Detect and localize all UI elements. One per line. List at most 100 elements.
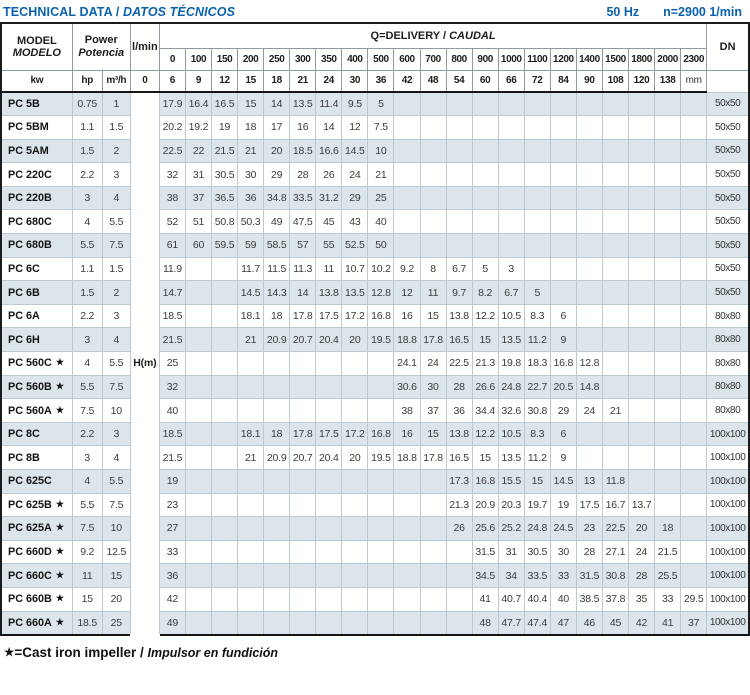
head-value-cell (628, 115, 656, 140)
head-value-cell: 20 (628, 516, 656, 541)
head-value-cell (628, 256, 656, 282)
head-value-cell (419, 162, 447, 187)
table-row: PC 680B 5.5 7.5 61 60 59.5 59 58.5 57 55 52.5 50 50x… (0, 233, 750, 258)
head-value-cell (341, 516, 369, 541)
head-value-cell (419, 586, 447, 612)
model-label: PC 680C (8, 215, 52, 228)
head-value-cell (654, 445, 682, 470)
head-value-cell: 16.8 (367, 421, 395, 447)
title-bar: TECHNICAL DATA / DATOS TÉCNICOS 50 Hz n=… (0, 0, 750, 22)
head-value-cell: 35 (628, 586, 656, 612)
head-value-cell: 34.8 (263, 185, 291, 211)
head-value-cell: 49 (158, 610, 186, 636)
head-value-cell (237, 374, 265, 400)
flow-lmin-header-cell: 500 (367, 47, 395, 71)
head-value-cell: 57 (289, 233, 317, 258)
head-value-cell: 11.2 (523, 327, 551, 353)
model-header-en: MODEL (16, 34, 57, 47)
head-value-cell: 33.5 (289, 185, 317, 211)
head-value-cell (523, 162, 551, 187)
head-value-cell (184, 351, 213, 376)
dn-cell: 50x50 (706, 115, 750, 140)
head-value-cell: 18 (263, 303, 291, 329)
head-value-cell: 17.9 (158, 91, 186, 117)
head-value-cell: 21 (601, 398, 630, 423)
flow-lmin-header-cell: 600 (393, 47, 421, 71)
head-value-cell (628, 469, 656, 494)
head-value-cell: 15 (471, 445, 499, 470)
head-value-cell: 20.9 (263, 327, 291, 353)
head-value-cell: 33 (158, 539, 186, 565)
head-value-cell (549, 280, 577, 305)
power-kw-cell: 3 (71, 185, 103, 211)
head-value-cell: 20.2 (158, 115, 186, 140)
head-value-cell: 30.6 (393, 374, 421, 400)
model-label: PC 5B (8, 98, 40, 111)
flow-m3h-header-cell: 24 (315, 69, 343, 93)
head-value-cell (680, 327, 708, 353)
head-value-cell: 11.2 (523, 445, 551, 470)
head-value-cell: 50.3 (237, 209, 265, 235)
head-value-cell (315, 469, 343, 494)
head-value-cell (184, 303, 213, 329)
head-value-cell (575, 91, 603, 117)
head-value-cell: 20 (341, 327, 369, 353)
head-value-cell (237, 586, 265, 612)
head-value-cell: 6 (549, 421, 577, 447)
model-cell: PC 6B (0, 280, 73, 305)
head-value-cell: 11.8 (601, 469, 630, 494)
head-value-cell: 36 (158, 563, 186, 588)
power-kw-cell: 1.5 (71, 280, 103, 305)
head-value-cell (601, 233, 630, 258)
head-value-cell: 5 (471, 256, 499, 282)
head-value-cell (471, 162, 499, 187)
head-value-cell (497, 233, 525, 258)
head-value-cell (367, 539, 395, 565)
flow-lmin-header-cell: 2300 (680, 47, 708, 71)
dn-cell: 100x100 (706, 516, 750, 541)
head-value-cell (575, 280, 603, 305)
head-value-cell (654, 115, 682, 140)
model-cell: PC 625C (0, 469, 73, 494)
head-value-cell: 59 (237, 233, 265, 258)
head-value-cell: 25.2 (497, 516, 525, 541)
flow-lmin-header-cell: 350 (315, 47, 343, 71)
power-hp-cell: 5.5 (101, 469, 131, 494)
footnote-separator: / (136, 644, 148, 660)
flow-m3h-header-cell: 6 (158, 69, 186, 93)
head-value-cell (680, 185, 708, 211)
head-value-cell: 21.5 (654, 539, 682, 565)
head-value-cell: 30.5 (211, 162, 239, 187)
head-value-cell (315, 351, 343, 376)
head-value-cell (601, 115, 630, 140)
head-value-cell (654, 492, 682, 518)
dn-cell: 100x100 (706, 610, 750, 636)
head-value-cell: 20.7 (289, 445, 317, 470)
head-value-cell: 12.2 (471, 303, 499, 329)
head-value-cell (445, 209, 473, 235)
head-value-cell (680, 421, 708, 447)
head-value-cell (393, 539, 421, 565)
head-value-cell: 13.5 (289, 91, 317, 117)
head-value-cell: 16.4 (184, 91, 213, 117)
model-cell: PC 8C (0, 421, 73, 447)
head-value-cell (628, 374, 656, 400)
power-hp-cell: 1.5 (101, 115, 131, 140)
flow-m3h-header-cell: 30 (341, 69, 369, 93)
power-hp-cell: 4 (101, 327, 131, 353)
head-value-cell (211, 469, 239, 494)
head-value-cell: 15 (471, 327, 499, 353)
head-value-cell (523, 185, 551, 211)
head-value-cell (628, 162, 656, 187)
head-value-cell (367, 586, 395, 612)
power-kw-cell: 11 (71, 563, 103, 588)
operating-conditions: 50 Hz n=2900 1/min (606, 5, 744, 19)
head-value-cell (445, 162, 473, 187)
head-value-cell (601, 303, 630, 329)
head-value-cell: 8 (419, 256, 447, 282)
head-value-cell (601, 185, 630, 211)
head-value-cell: 12 (341, 115, 369, 140)
head-value-cell (237, 351, 265, 376)
head-value-cell (393, 586, 421, 612)
